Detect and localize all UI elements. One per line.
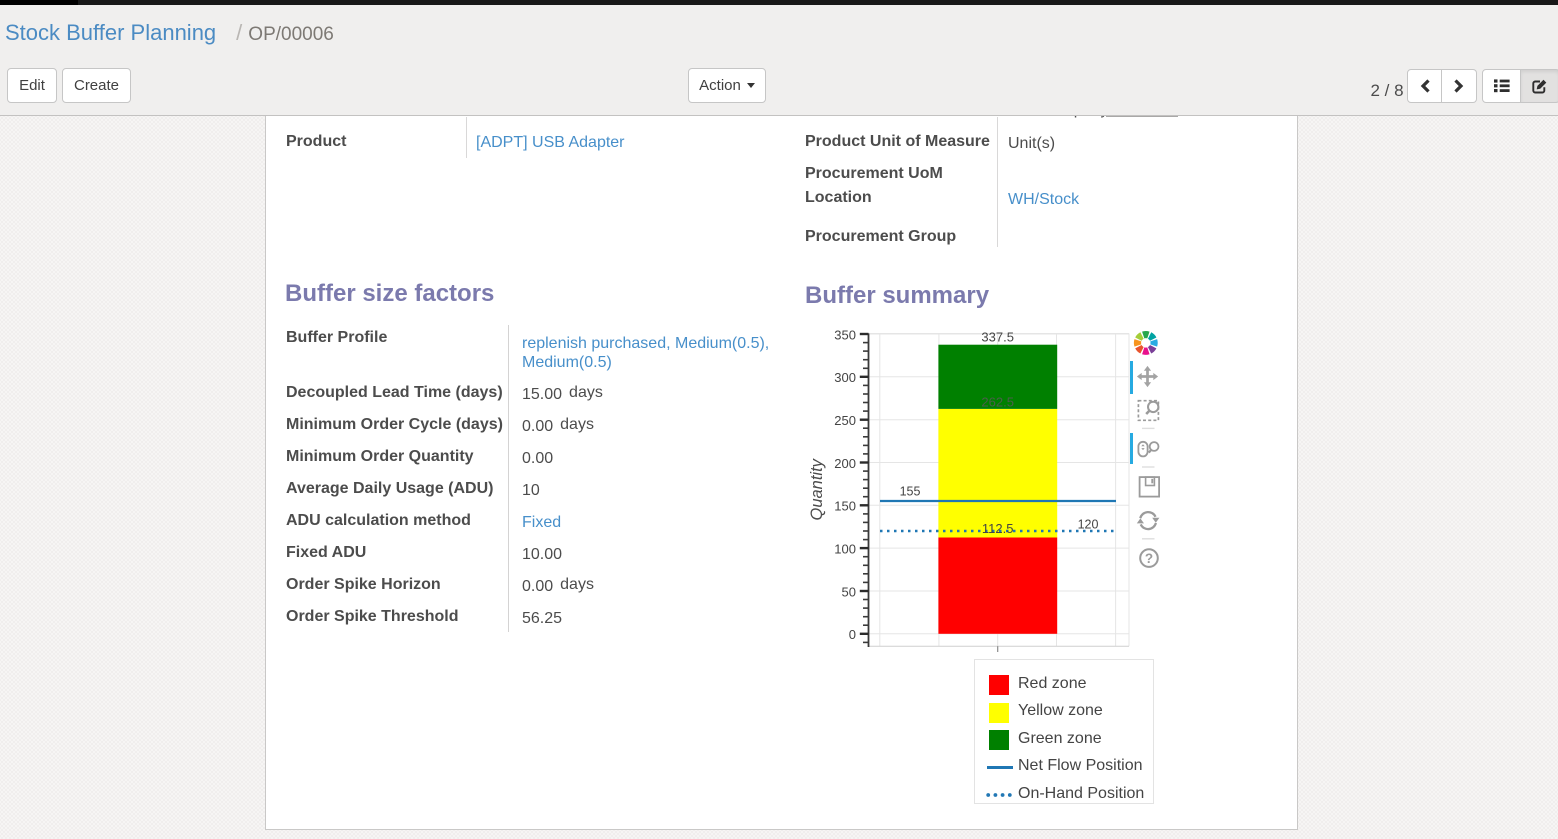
svg-text:120: 120 [1078, 518, 1099, 532]
svg-text:300: 300 [834, 370, 856, 385]
svg-text:337.5: 337.5 [981, 330, 1014, 345]
svg-text:250: 250 [834, 413, 856, 428]
svg-text:Quantity: Quantity [808, 457, 826, 520]
svg-text:262.5: 262.5 [981, 394, 1014, 409]
svg-text:350: 350 [834, 327, 856, 342]
svg-text:112.5: 112.5 [982, 521, 1014, 536]
svg-text:50: 50 [842, 584, 856, 599]
svg-text:?: ? [1145, 551, 1153, 566]
svg-text:0: 0 [849, 627, 856, 642]
svg-text:100: 100 [834, 541, 856, 556]
svg-text:150: 150 [834, 499, 856, 514]
svg-text:155: 155 [900, 485, 921, 499]
svg-text:200: 200 [834, 456, 856, 471]
